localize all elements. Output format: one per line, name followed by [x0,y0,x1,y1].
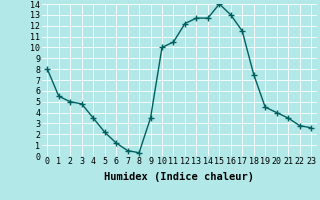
X-axis label: Humidex (Indice chaleur): Humidex (Indice chaleur) [104,172,254,182]
